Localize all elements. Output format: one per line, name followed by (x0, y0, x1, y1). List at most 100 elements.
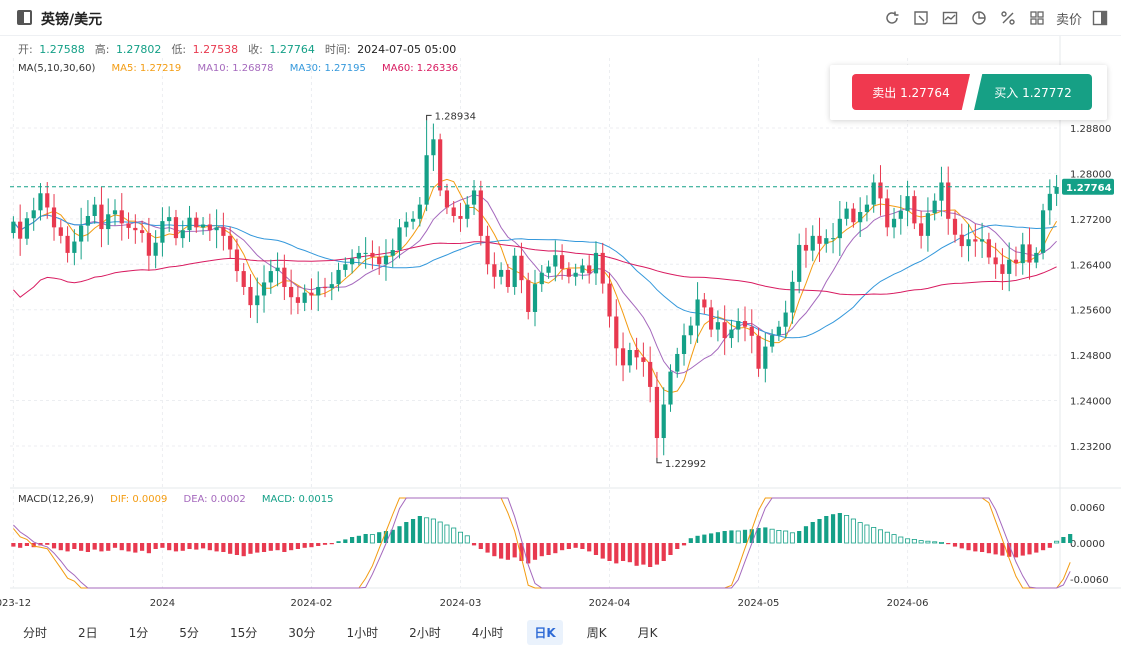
macd-bar (499, 543, 504, 559)
candle-body (85, 215, 91, 226)
candle-body (505, 269, 511, 287)
candle-body (912, 196, 917, 224)
macd-bar (11, 543, 16, 547)
macd-bar (512, 543, 517, 558)
draw-tool-icon[interactable] (910, 8, 932, 28)
candle-body (709, 307, 714, 330)
pie-chart-icon[interactable] (968, 8, 990, 28)
period-tab[interactable]: 2日 (78, 626, 98, 640)
candle-body (932, 200, 937, 214)
macd-bar (837, 513, 842, 543)
macd-bar (620, 543, 626, 561)
percent-icon[interactable] (997, 8, 1019, 28)
macd-bar (844, 515, 850, 544)
period-tab[interactable]: 分时 (23, 626, 48, 640)
last-price-tag (1062, 178, 1114, 195)
y-tick-label: 1.26400 (1070, 260, 1111, 271)
period-tab[interactable]: 30分 (288, 626, 316, 640)
candle-body (607, 283, 612, 317)
macd-bar (1047, 543, 1052, 548)
candle-body (289, 286, 294, 298)
open-label: 开: (18, 43, 33, 56)
candle-body (830, 238, 836, 240)
macd-bar (356, 535, 361, 543)
macd-bar (695, 535, 700, 543)
candle-body (593, 252, 599, 274)
period-tab[interactable]: 月K (637, 626, 658, 640)
ma5-value: MA5: 1.27219 (111, 63, 182, 74)
macd-legend: MACD(12,26,9) DIF: 0.0009 DEA: 0.0002 MA… (18, 494, 346, 505)
macd-bar (898, 536, 904, 544)
x-tick-label: 2024-06 (887, 598, 929, 609)
macd-bar (810, 522, 815, 543)
candle-body (600, 252, 605, 284)
candle-body (295, 297, 301, 303)
macd-bar (343, 539, 348, 543)
period-tab[interactable]: 4小时 (471, 626, 504, 640)
candle-body (38, 193, 43, 211)
candle-body (979, 239, 985, 242)
candle-body (200, 224, 206, 228)
macd-bar (891, 534, 897, 544)
ma-title: MA(5,10,30,60) (18, 63, 96, 74)
macd-bar (79, 543, 84, 551)
buy-button[interactable]: 买入 1.27772 (974, 74, 1092, 110)
macd-bar (126, 543, 131, 552)
candle-body (173, 217, 179, 239)
candle-body (160, 221, 165, 243)
macd-bar (797, 531, 802, 543)
price-chart[interactable]: 1.28800 1.28000 1.27200 1.26400 1.25600 1.248… (0, 0, 1121, 615)
candle-body (167, 217, 172, 222)
indicator-icon[interactable] (939, 8, 961, 28)
macd-bar (228, 543, 233, 554)
refresh-icon[interactable] (881, 8, 903, 28)
x-tick-label: 2024 (150, 598, 175, 609)
macd-bar (444, 524, 450, 544)
period-tab[interactable]: 1小时 (346, 626, 379, 640)
macd-bar (18, 543, 23, 548)
candle-body (885, 198, 890, 228)
macd-bar (457, 531, 463, 544)
macd-value: MACD: 0.0015 (261, 494, 334, 505)
sell-price-toggle[interactable]: 卖价 (1055, 12, 1082, 28)
candle-body (519, 255, 524, 281)
macd-bar (675, 543, 680, 549)
ma30-value: MA30: 1.27195 (289, 63, 366, 74)
candle-body (905, 196, 910, 211)
macd-bar (580, 543, 585, 549)
candle-body (153, 242, 158, 256)
candle-body (316, 286, 321, 296)
macd-bar (45, 543, 50, 545)
period-tab-active[interactable]: 日K (527, 620, 563, 645)
macd-bar (464, 535, 470, 544)
close-label: 收: (248, 43, 263, 56)
macd-bar (959, 543, 964, 549)
macd-bar (417, 516, 422, 543)
trade-panel: 卖出 1.27764 买入 1.27772 (830, 65, 1107, 120)
candle-body (871, 182, 876, 205)
candle-body (471, 190, 477, 205)
macd-bar (884, 531, 890, 544)
macd-bar (1054, 540, 1060, 544)
period-tab[interactable]: 15分 (229, 626, 258, 640)
grid-layout-icon[interactable] (1026, 8, 1048, 28)
period-tab[interactable]: 1分 (128, 626, 149, 640)
candle-body (221, 227, 226, 236)
macd-bar (614, 543, 619, 564)
candle-body (837, 218, 842, 239)
candle-body (864, 204, 870, 213)
dif-value: DIF: 0.0009 (110, 494, 168, 505)
sell-button[interactable]: 卖出 1.27764 (852, 74, 970, 110)
macd-bar (857, 522, 863, 544)
macd-bar (573, 543, 578, 548)
panel-toggle-icon[interactable] (1089, 8, 1111, 28)
macd-bar (532, 543, 538, 560)
candle-body (410, 218, 416, 222)
macd-bar (715, 532, 721, 543)
period-tab[interactable]: 5分 (179, 626, 199, 640)
macd-bar (871, 527, 877, 544)
sidebar-toggle-icon[interactable] (17, 10, 32, 25)
period-tab[interactable]: 2小时 (409, 626, 441, 640)
period-tab[interactable]: 周K (586, 626, 607, 640)
candle-body (769, 335, 775, 347)
